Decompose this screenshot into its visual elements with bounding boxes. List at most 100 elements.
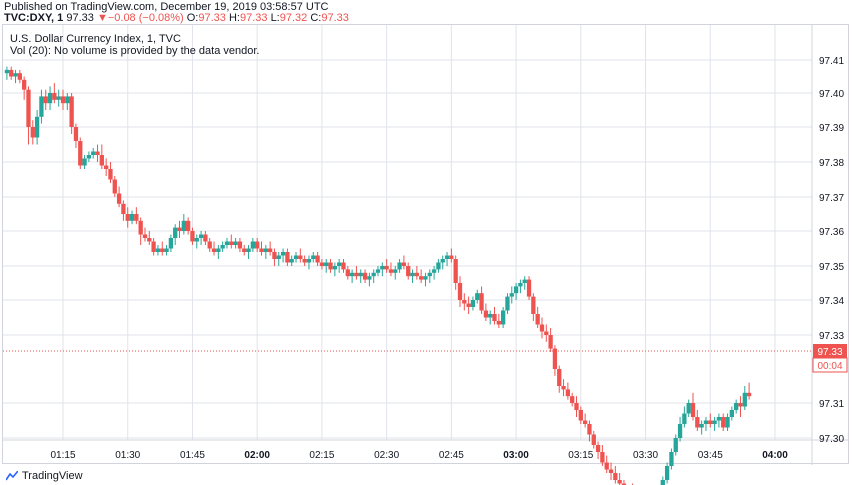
candle-body	[289, 259, 294, 263]
candle-body	[475, 293, 480, 300]
y-tick-label: 97.36	[819, 227, 844, 238]
candle-body	[738, 403, 743, 407]
y-tick-label: 97.40	[819, 89, 844, 100]
y-tick-label: 97.37	[819, 193, 844, 204]
candle-body	[276, 255, 281, 259]
candle-body	[121, 203, 126, 214]
candle-body	[60, 96, 66, 104]
candle-body	[734, 403, 739, 410]
y-tick-label: 97.41	[819, 56, 844, 67]
candle-body	[686, 403, 691, 414]
candle-body	[349, 272, 355, 277]
candle-body	[358, 272, 363, 277]
candle-body	[65, 96, 70, 104]
candle-body	[414, 272, 419, 277]
price-badge-bg	[813, 344, 847, 358]
candle-body	[160, 248, 165, 252]
price-badge-text: 97.33	[817, 347, 842, 358]
candle-body	[453, 259, 458, 283]
candle-body	[509, 293, 514, 297]
candle-body	[397, 262, 402, 270]
candle-body	[716, 417, 722, 421]
candle-body	[444, 255, 450, 259]
candle-body	[673, 438, 678, 452]
candle-body	[729, 410, 734, 417]
candle-body	[125, 214, 130, 221]
x-tick-label: 02:45	[439, 450, 464, 461]
candle-body	[669, 452, 674, 466]
candle-body	[574, 403, 579, 410]
candle-body	[17, 73, 22, 80]
candle-body	[466, 303, 471, 307]
candle-body	[332, 266, 338, 270]
countdown-badge-bg	[812, 357, 848, 373]
candle-body	[337, 262, 342, 266]
x-tick-label: 03:30	[633, 450, 658, 461]
candle-body	[427, 272, 432, 277]
candle-body	[104, 165, 109, 169]
quote-line: TVC:DXY, 1 97.33 ▼−0.08 (−0.08%) O:97.33…	[4, 12, 349, 24]
candle-body	[410, 272, 415, 277]
candle-body	[617, 480, 622, 484]
candle-body	[496, 321, 501, 325]
candle-body	[22, 79, 27, 90]
candle-body	[328, 262, 333, 270]
candle-body	[324, 262, 329, 266]
candle-body	[699, 424, 704, 428]
candle-body	[39, 96, 44, 117]
price-change: −0.08 (−0.08%)	[107, 12, 184, 24]
candle-body	[34, 116, 40, 138]
candle-body	[293, 255, 299, 259]
published-text: Published on TradingView.com, December 1…	[4, 1, 329, 13]
candle-body	[203, 234, 208, 242]
countdown-badge-text: 00:04	[817, 361, 842, 372]
candle-body	[69, 96, 74, 127]
candle-body	[86, 155, 92, 159]
candle-body	[246, 248, 251, 252]
candle-body	[194, 238, 199, 242]
candle-body	[393, 269, 398, 273]
candle-body	[302, 259, 307, 263]
candle-body	[582, 420, 588, 424]
candle-body	[43, 96, 48, 104]
candle-body	[108, 169, 113, 180]
last-price: 97.33	[66, 12, 94, 24]
open-label: O:	[186, 12, 199, 24]
candle-body	[242, 248, 247, 252]
candle-body	[147, 238, 152, 242]
candle-body	[345, 269, 350, 277]
candle-body	[401, 262, 407, 266]
x-tick-label: 04:00	[762, 450, 788, 461]
open-value: 97.33	[198, 12, 226, 24]
candle-body	[56, 96, 61, 100]
candle-body	[552, 348, 558, 369]
candle-body	[570, 396, 575, 403]
candle-body	[380, 266, 385, 270]
candle-body	[47, 93, 53, 104]
candle-body	[73, 127, 79, 141]
candle-body	[220, 245, 225, 249]
tradingview-logo[interactable]: TradingView	[6, 470, 83, 482]
x-tick-label: 02:30	[374, 450, 399, 461]
high-value: 97.33	[239, 12, 268, 24]
logo-text: TradingView	[22, 470, 83, 482]
candle-body	[26, 89, 31, 127]
candle-body	[526, 279, 532, 297]
candle-body	[664, 466, 670, 480]
candle-body	[406, 266, 411, 277]
candle-body	[78, 141, 83, 166]
candle-body	[742, 392, 747, 407]
candle-body	[155, 248, 161, 252]
close-value: 97.33	[321, 12, 349, 24]
candle-body	[488, 314, 493, 318]
y-tick-label: 97.38	[819, 158, 844, 169]
low-label: L:	[270, 12, 280, 24]
candle-body	[470, 300, 476, 307]
candle-body	[449, 255, 454, 259]
candle-body	[457, 283, 463, 300]
high-label: H:	[228, 12, 240, 24]
x-tick-label: 03:00	[503, 450, 529, 461]
candle-body	[725, 417, 730, 428]
candle-body	[608, 469, 614, 473]
